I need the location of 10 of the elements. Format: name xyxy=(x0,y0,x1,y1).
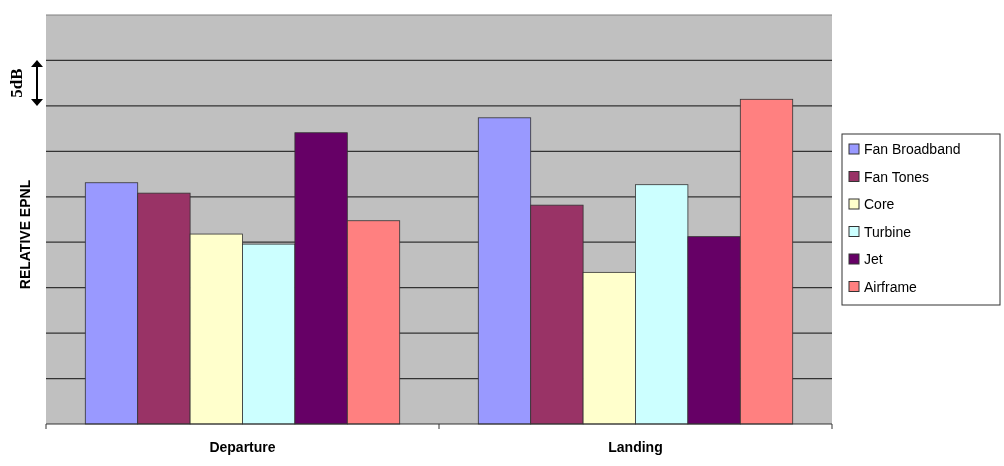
x-tick-label: Departure xyxy=(209,439,276,455)
legend-label: Fan Broadband xyxy=(864,141,961,157)
legend-label: Jet xyxy=(864,251,883,267)
legend-label: Fan Tones xyxy=(864,168,930,185)
legend-label: Core xyxy=(864,196,895,212)
legend-label: Turbine xyxy=(864,223,912,240)
legend-label: Airframe xyxy=(864,278,918,295)
text: 5dB xyxy=(7,68,26,98)
x-tick-label: Landing xyxy=(608,439,663,455)
y-axis-title: RELATIVE EPNL xyxy=(17,179,33,290)
